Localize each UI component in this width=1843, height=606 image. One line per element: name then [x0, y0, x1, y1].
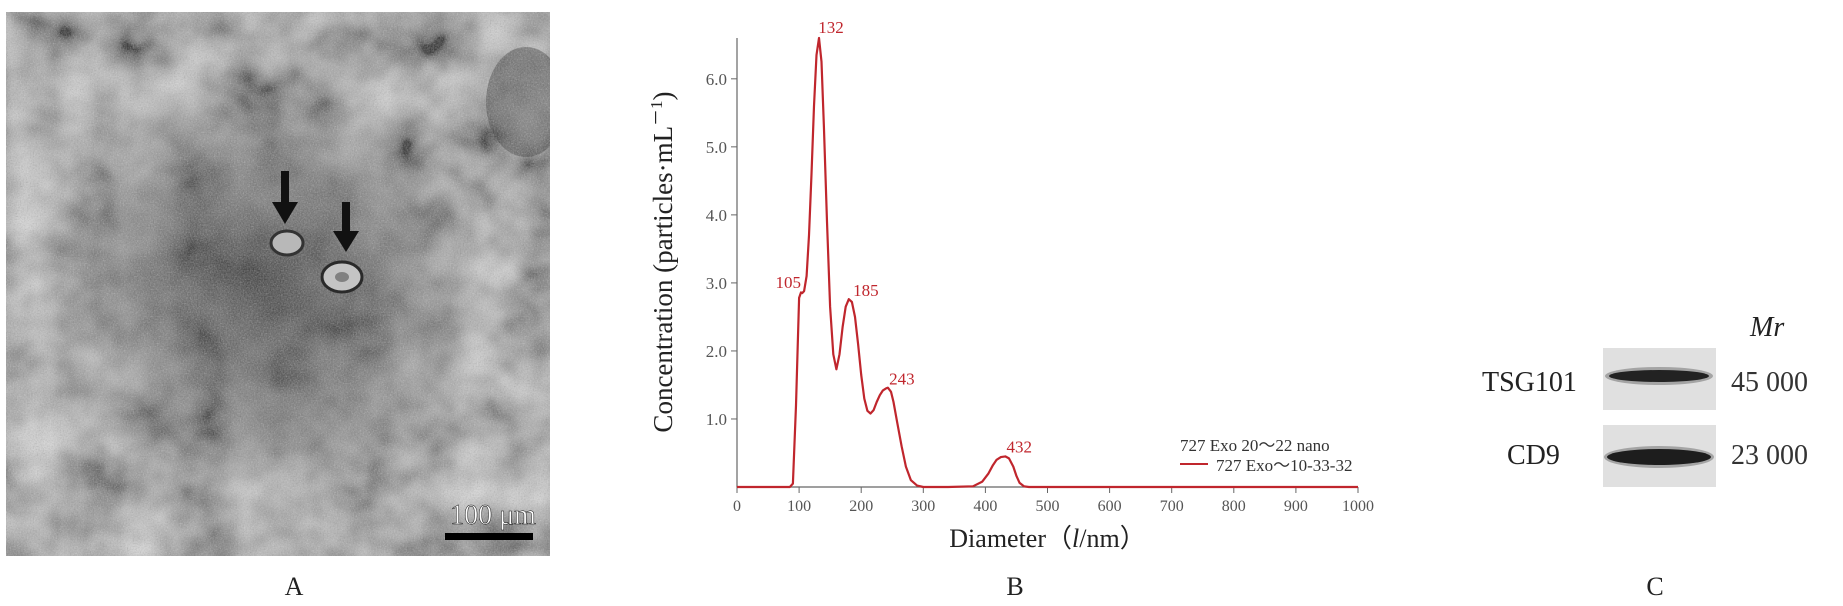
x-tick-label: 800 — [1222, 498, 1246, 515]
blot-lane-cd9 — [1603, 425, 1716, 487]
scale-bar-label: 100 μm — [450, 500, 536, 531]
x-axis-label: Diameter（l/nm） — [949, 524, 1145, 553]
y-tick-label: 6.0 — [706, 70, 727, 89]
x-tick-label: 200 — [849, 498, 873, 515]
x-tick-label: 700 — [1160, 498, 1184, 515]
blot-protein-label: TSG101 — [1482, 367, 1577, 398]
legend-entry: 727 Exo～10-33-32 — [1216, 456, 1352, 475]
x-tick-label: 1000 — [1342, 498, 1374, 515]
y-tick-label: 1.0 — [706, 410, 727, 429]
x-tick-label: 300 — [911, 498, 935, 515]
mr-header: Mr — [1750, 312, 1785, 343]
panel-label-a: A — [284, 572, 304, 601]
x-tick-label: 100 — [787, 498, 811, 515]
tem-micrograph: 100 μm — [6, 12, 550, 556]
x-tick-label: 400 — [973, 498, 997, 515]
arrow-icon — [333, 202, 359, 252]
vesicle-left — [269, 229, 305, 257]
scale-bar — [445, 533, 533, 540]
x-tick-label: 0 — [733, 498, 741, 515]
panel-label-c: C — [1646, 572, 1664, 601]
molecular-weight: 23 000 — [1731, 440, 1808, 471]
peak-label: 132 — [818, 18, 844, 37]
panel-label-b: B — [1006, 572, 1024, 601]
peak-label: 105 — [775, 273, 801, 292]
y-tick-label: 2.0 — [706, 342, 727, 361]
blot-lane-tsg101 — [1603, 348, 1716, 410]
x-tick-label: 600 — [1098, 498, 1122, 515]
x-tick-label: 900 — [1284, 498, 1308, 515]
series-line — [737, 36, 1358, 489]
x-tick-label: 500 — [1036, 498, 1060, 515]
molecular-weight: 45 000 — [1731, 367, 1808, 398]
peak-label: 185 — [853, 281, 879, 300]
arrow-icon — [272, 171, 298, 224]
legend-title: 727 Exo 20～22 nano — [1180, 436, 1330, 455]
blot-protein-label: CD9 — [1507, 440, 1560, 471]
peak-label: 432 — [1007, 437, 1033, 456]
y-axis-label: Concentration (particles·mL－1) — [647, 91, 678, 432]
y-tick-label: 5.0 — [706, 138, 727, 157]
vesicle-right — [320, 260, 364, 294]
peak-label: 243 — [889, 369, 915, 388]
y-tick-label: 3.0 — [706, 274, 727, 293]
y-tick-label: 4.0 — [706, 206, 727, 225]
